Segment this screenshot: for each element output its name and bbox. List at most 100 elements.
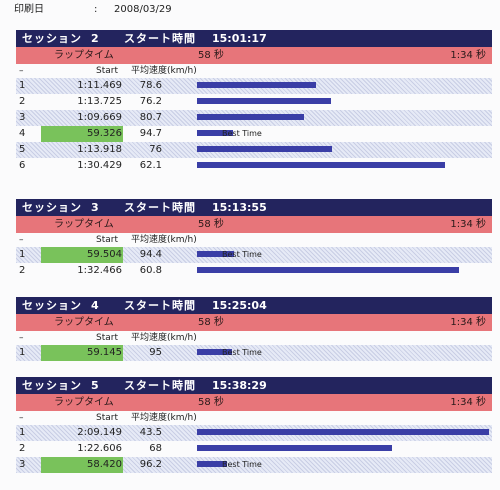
start-time-value: 15:01:17 (212, 32, 267, 45)
lap-time-bar (197, 130, 234, 136)
session-number: 2 (91, 32, 99, 45)
lap-number: 6 (19, 160, 26, 171)
start-time-label: スタート時間 (124, 201, 196, 214)
lap-scale-min: 58 秒 (198, 397, 224, 408)
lap-row: 1 59.145 95 Best Time (16, 345, 492, 361)
lap-speed: 78.6 (139, 80, 162, 91)
lap-time: 1:13.918 (77, 144, 122, 155)
lap-time: 1:13.725 (77, 96, 122, 107)
lap-speed: 94.4 (139, 249, 162, 260)
column-start: Start (96, 66, 118, 76)
start-time-label: スタート時間 (124, 379, 196, 392)
lap-row: 6 1:30.429 62.1 (16, 158, 492, 174)
lap-scale-max: 1:34 秒 (450, 397, 486, 408)
start-time-value: 15:25:04 (212, 299, 267, 312)
lap-speed: 62.1 (139, 160, 162, 171)
lap-time-label: ラップタイム (54, 317, 114, 328)
lap-speed: 94.7 (139, 128, 162, 139)
lap-time-band: ラップタイム 58 秒 1:34 秒 (16, 216, 492, 233)
column-avg-speed: 平均速度(km/h) (131, 66, 197, 76)
lap-time-bar (197, 349, 232, 355)
column-avg-speed: 平均速度(km/h) (131, 235, 197, 245)
column-header-row: – Start 平均速度(km/h) (16, 64, 492, 78)
lap-time-bar (197, 461, 228, 467)
lap-speed: 95 (149, 347, 162, 358)
lap-row: 5 1:13.918 76 (16, 142, 492, 158)
lap-time-bar (197, 114, 304, 120)
lap-speed: 80.7 (139, 112, 162, 123)
lap-row: 2 1:32.466 60.8 (16, 263, 492, 279)
lap-number: 1 (19, 427, 26, 438)
lap-scale-max: 1:34 秒 (450, 219, 486, 230)
session-title: セッション (22, 32, 82, 45)
lap-speed: 43.5 (139, 427, 162, 438)
lap-time: 58.420 (87, 459, 122, 470)
lap-time-bar (197, 162, 445, 168)
lap-time-bar (197, 267, 459, 273)
lap-time-band: ラップタイム 58 秒 1:34 秒 (16, 394, 492, 411)
lap-time-bar (197, 445, 392, 451)
column-lap-dash: – (19, 333, 24, 343)
session-title: セッション (22, 379, 82, 392)
lap-time: 1:09.669 (77, 112, 122, 123)
lap-time-label: ラップタイム (54, 50, 114, 61)
column-avg-speed: 平均速度(km/h) (131, 333, 197, 343)
lap-number: 2 (19, 265, 26, 276)
lap-time: 59.504 (87, 249, 122, 260)
lap-row: 1 59.504 94.4 Best Time (16, 247, 492, 263)
lap-scale-min: 58 秒 (198, 219, 224, 230)
lap-number: 3 (19, 459, 26, 470)
lap-number: 2 (19, 96, 26, 107)
best-lap-highlight (41, 457, 123, 473)
lap-number: 1 (19, 347, 26, 358)
start-time-value: 15:38:29 (212, 379, 267, 392)
start-time-label: スタート時間 (124, 32, 196, 45)
best-time-label: Best Time (222, 348, 262, 357)
lap-row: 2 1:13.725 76.2 (16, 94, 492, 110)
lap-number: 4 (19, 128, 26, 139)
best-lap-highlight (41, 247, 123, 263)
lap-number: 2 (19, 443, 26, 454)
session-title: セッション (22, 299, 82, 312)
lap-row: 3 58.420 96.2 Best Time (16, 457, 492, 473)
session-number: 5 (91, 379, 99, 392)
column-header-row: – Start 平均速度(km/h) (16, 331, 492, 345)
best-time-label: Best Time (222, 129, 262, 138)
lap-time-bar (197, 429, 489, 435)
lap-time-label: ラップタイム (54, 219, 114, 230)
session-2: セッション 2 スタート時間 15:01:17 ラップタイム 58 秒 1:34 秒 – Sta… (16, 30, 492, 174)
lap-row: 2 1:22.606 68 (16, 441, 492, 457)
lap-time-bar (197, 146, 333, 152)
best-time-label: Best Time (222, 250, 262, 259)
lap-time: 1:30.429 (77, 160, 122, 171)
session-header: セッション 5 スタート時間 15:38:29 (16, 377, 492, 394)
start-time-value: 15:13:55 (212, 201, 267, 214)
lap-row: 4 59.326 94.7 Best Time (16, 126, 492, 142)
lap-speed: 60.8 (139, 265, 162, 276)
column-lap-dash: – (19, 413, 24, 423)
lap-row: 1 2:09.149 43.5 (16, 425, 492, 441)
lap-number: 3 (19, 112, 26, 123)
session-3: セッション 3 スタート時間 15:13:55 ラップタイム 58 秒 1:34 秒 – Sta… (16, 199, 492, 279)
lap-speed: 68 (149, 443, 162, 454)
print-date-label: 印刷日 (14, 4, 44, 15)
lap-time: 1:22.606 (77, 443, 122, 454)
lap-scale-min: 58 秒 (198, 317, 224, 328)
lap-time-band: ラップタイム 58 秒 1:34 秒 (16, 47, 492, 64)
session-number: 4 (91, 299, 99, 312)
session-title: セッション (22, 201, 82, 214)
lap-time-bar (197, 82, 316, 88)
column-lap-dash: – (19, 66, 24, 76)
lap-number: 1 (19, 80, 26, 91)
best-time-label: Best Time (222, 460, 262, 469)
lap-time: 1:32.466 (77, 265, 122, 276)
column-start: Start (96, 413, 118, 423)
column-header-row: – Start 平均速度(km/h) (16, 233, 492, 247)
lap-row: 3 1:09.669 80.7 (16, 110, 492, 126)
session-header: セッション 4 スタート時間 15:25:04 (16, 297, 492, 314)
lap-speed: 96.2 (139, 459, 162, 470)
session-4: セッション 4 スタート時間 15:25:04 ラップタイム 58 秒 1:34 秒 – Sta… (16, 297, 492, 361)
session-5: セッション 5 スタート時間 15:38:29 ラップタイム 58 秒 1:34 秒 – Sta… (16, 377, 492, 473)
lap-row: 1 1:11.469 78.6 (16, 78, 492, 94)
column-start: Start (96, 235, 118, 245)
